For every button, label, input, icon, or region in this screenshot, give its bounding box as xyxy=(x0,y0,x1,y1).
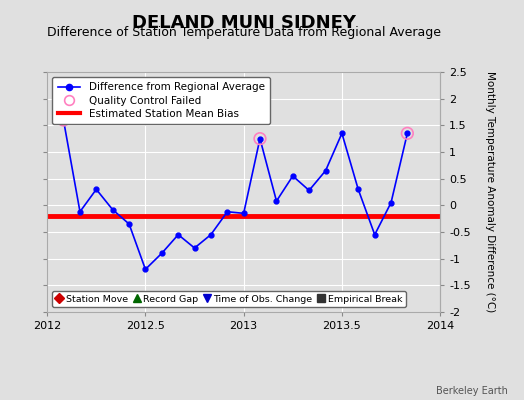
Difference from Regional Average xyxy=(372,232,378,237)
Y-axis label: Monthly Temperature Anomaly Difference (°C): Monthly Temperature Anomaly Difference (… xyxy=(485,71,495,313)
Difference from Regional Average xyxy=(257,136,263,141)
Difference from Regional Average xyxy=(388,200,394,205)
Difference from Regional Average xyxy=(110,207,116,212)
Difference from Regional Average xyxy=(126,222,132,226)
Difference from Regional Average xyxy=(404,131,410,136)
Quality Control Failed xyxy=(403,130,411,136)
Difference from Regional Average xyxy=(191,246,198,250)
Difference from Regional Average xyxy=(290,174,296,178)
Difference from Regional Average xyxy=(339,131,345,136)
Difference from Regional Average xyxy=(142,267,148,272)
Difference from Regional Average xyxy=(93,187,100,192)
Difference from Regional Average xyxy=(241,211,247,216)
Quality Control Failed xyxy=(256,136,264,142)
Difference from Regional Average xyxy=(60,118,67,122)
Difference from Regional Average xyxy=(208,232,214,237)
Text: Berkeley Earth: Berkeley Earth xyxy=(436,386,508,396)
Difference from Regional Average xyxy=(224,209,231,214)
Line: Difference from Regional Average: Difference from Regional Average xyxy=(61,118,410,272)
Difference from Regional Average xyxy=(355,187,362,192)
Difference from Regional Average xyxy=(159,251,165,256)
Text: Difference of Station Temperature Data from Regional Average: Difference of Station Temperature Data f… xyxy=(47,26,441,39)
Legend: Station Move, Record Gap, Time of Obs. Change, Empirical Break: Station Move, Record Gap, Time of Obs. C… xyxy=(52,291,406,307)
Difference from Regional Average xyxy=(306,188,312,193)
Difference from Regional Average xyxy=(77,209,83,214)
Quality Control Failed xyxy=(59,117,68,123)
Difference from Regional Average xyxy=(274,199,280,204)
Difference from Regional Average xyxy=(322,168,329,173)
Difference from Regional Average xyxy=(175,232,181,237)
Text: DELAND MUNI SIDNEY: DELAND MUNI SIDNEY xyxy=(132,14,356,32)
